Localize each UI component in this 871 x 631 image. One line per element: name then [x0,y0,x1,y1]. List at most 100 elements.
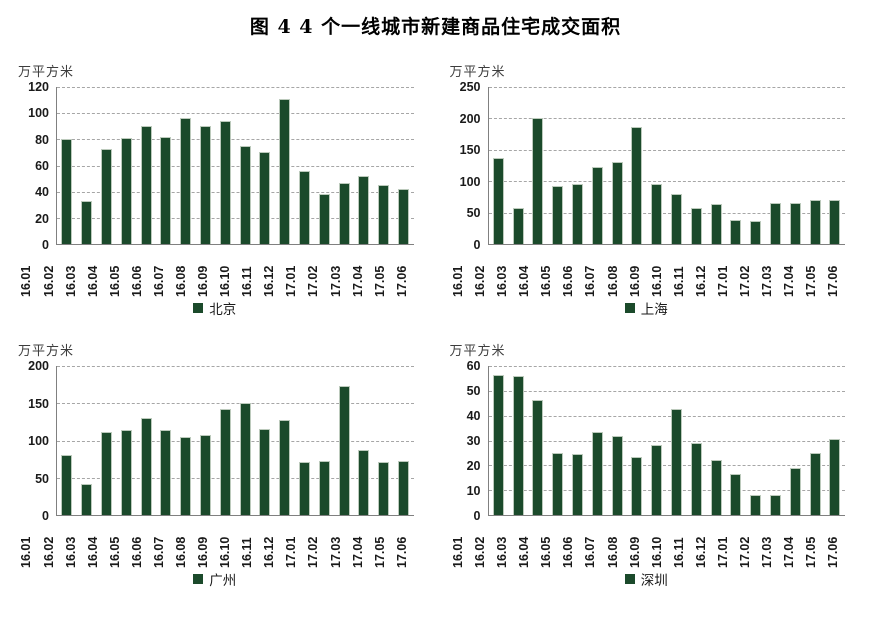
bar [160,136,172,244]
gridline [57,403,414,405]
bar [730,219,742,244]
x-axis-tick-label: 16.07 [151,265,166,297]
bar [631,126,643,244]
bar [397,189,409,244]
y-axis-tick-label: 50 [35,471,49,486]
plot-area [56,366,414,516]
y-axis-tick-label: 250 [459,80,481,94]
bar [358,175,370,244]
legend-label: 北京 [209,302,237,317]
gridline [488,465,845,467]
bar [710,460,722,515]
charts-grid: 万平方米 0 20 40 60 80 100 120 16.01 16.02 16.03 16.0… [0,39,871,588]
x-axis-tick-label: 16.11 [240,537,255,568]
gridline [488,366,845,367]
bar [611,435,623,515]
bar [829,439,841,515]
x-axis-tick-label: 17.01 [715,536,730,568]
gridline [488,181,845,183]
gridline [57,139,414,141]
legend-swatch-icon [193,574,204,584]
x-axis-tick-label: 17.01 [284,536,299,568]
x-axis-tick-label: 16.12 [262,536,277,568]
legend-label: 上海 [640,302,668,317]
plot-area [487,366,845,516]
legend-swatch-icon [624,303,635,313]
x-axis-tick-label: 17.04 [350,265,365,297]
x-axis-tick-label: 17.04 [782,536,797,568]
x-axis-tick-label: 16.03 [63,536,78,568]
x-axis-tick-label: 16.10 [218,536,233,568]
x-axis-tick-label: 16.11 [240,266,255,297]
y-axis-tick-label: 0 [42,238,49,252]
x-axis-tick-label: 17.03 [328,536,343,568]
gridline [488,440,845,442]
bar [378,185,390,244]
x-axis-tick-label: 16.02 [473,536,488,568]
gridline [488,212,845,214]
bar [750,495,762,515]
y-axis-tick-label: 20 [35,211,49,226]
gridline [488,87,845,88]
bar [199,126,211,244]
bar [160,430,172,515]
bar [100,431,112,515]
y-axis-tick-label: 120 [28,80,49,94]
y-axis: 0 20 40 60 80 100 120 [16,80,56,252]
x-axis-tick-label: 16.02 [41,536,56,568]
x-axis-tick-label: 17.01 [284,265,299,297]
x-axis-tick-label: 17.06 [394,536,409,568]
x-axis-tick-label: 17.02 [737,536,752,568]
x-axis-tick-label: 16.08 [605,265,620,297]
x-axis-tick-label: 16.05 [539,536,554,568]
bar [492,374,504,515]
bar [690,207,702,244]
y-axis-tick-label: 40 [35,185,49,200]
bar [710,203,722,244]
y-axis-tick-label: 0 [473,238,481,252]
x-axis-tick-label: 16.12 [693,536,708,568]
figure-title: 图 4 4 个一线城市新建商品住宅成交面积 [249,16,622,38]
bar [180,436,192,515]
x-axis: 16.01 16.02 16.03 16.04 16.05 16.06 16.07 16.08… [448,249,846,297]
chart-area: 0 20 40 60 80 100 120 [16,80,414,252]
x-axis-tick-label: 16.04 [85,536,100,568]
bar [298,462,310,515]
x-axis-tick-label: 16.05 [107,265,122,297]
x-axis-tick-label: 16.01 [19,536,34,568]
gridline [488,390,845,392]
y-axis-tick-label: 100 [459,174,481,189]
bar [61,139,73,244]
chart-area: 0 50 100 150 200 [16,359,414,523]
bar [532,399,544,515]
y-axis: 0 50 100 150 200 250 [448,80,488,252]
bar [180,118,192,244]
y-axis-tick-label: 200 [459,111,481,126]
x-axis-tick-label: 16.08 [174,536,189,568]
bar [591,431,603,515]
x-axis-tick-label: 17.05 [372,536,387,568]
chart-panel-shanghai: 万平方米 0 50 100 150 200 250 16.01 16.02 16.03 16.0… [448,61,846,317]
bar [829,200,841,244]
bar [671,409,683,515]
y-axis-tick-label: 0 [42,509,49,523]
y-axis-unit-label: 万平方米 [449,64,506,79]
y-axis-unit-label: 万平方米 [18,343,75,358]
x-axis: 16.01 16.02 16.03 16.04 16.05 16.06 16.07 16.08… [16,520,414,568]
gridline [57,165,414,167]
legend: 上海 [448,300,846,317]
x-axis-tick-label: 16.09 [196,265,211,297]
bar [298,170,310,244]
x-axis-tick-label: 16.02 [41,265,56,297]
x-axis-tick-label: 16.04 [517,265,532,297]
bar [651,183,663,244]
bar [690,442,702,515]
x-axis-tick-label: 16.06 [129,265,144,297]
bar [239,402,251,515]
bar [140,418,152,515]
legend: 深圳 [448,571,846,588]
bar [611,162,623,244]
plot-area [487,87,845,245]
y-axis: 0 50 100 150 200 [16,359,56,523]
y-axis-tick-label: 60 [466,359,481,373]
